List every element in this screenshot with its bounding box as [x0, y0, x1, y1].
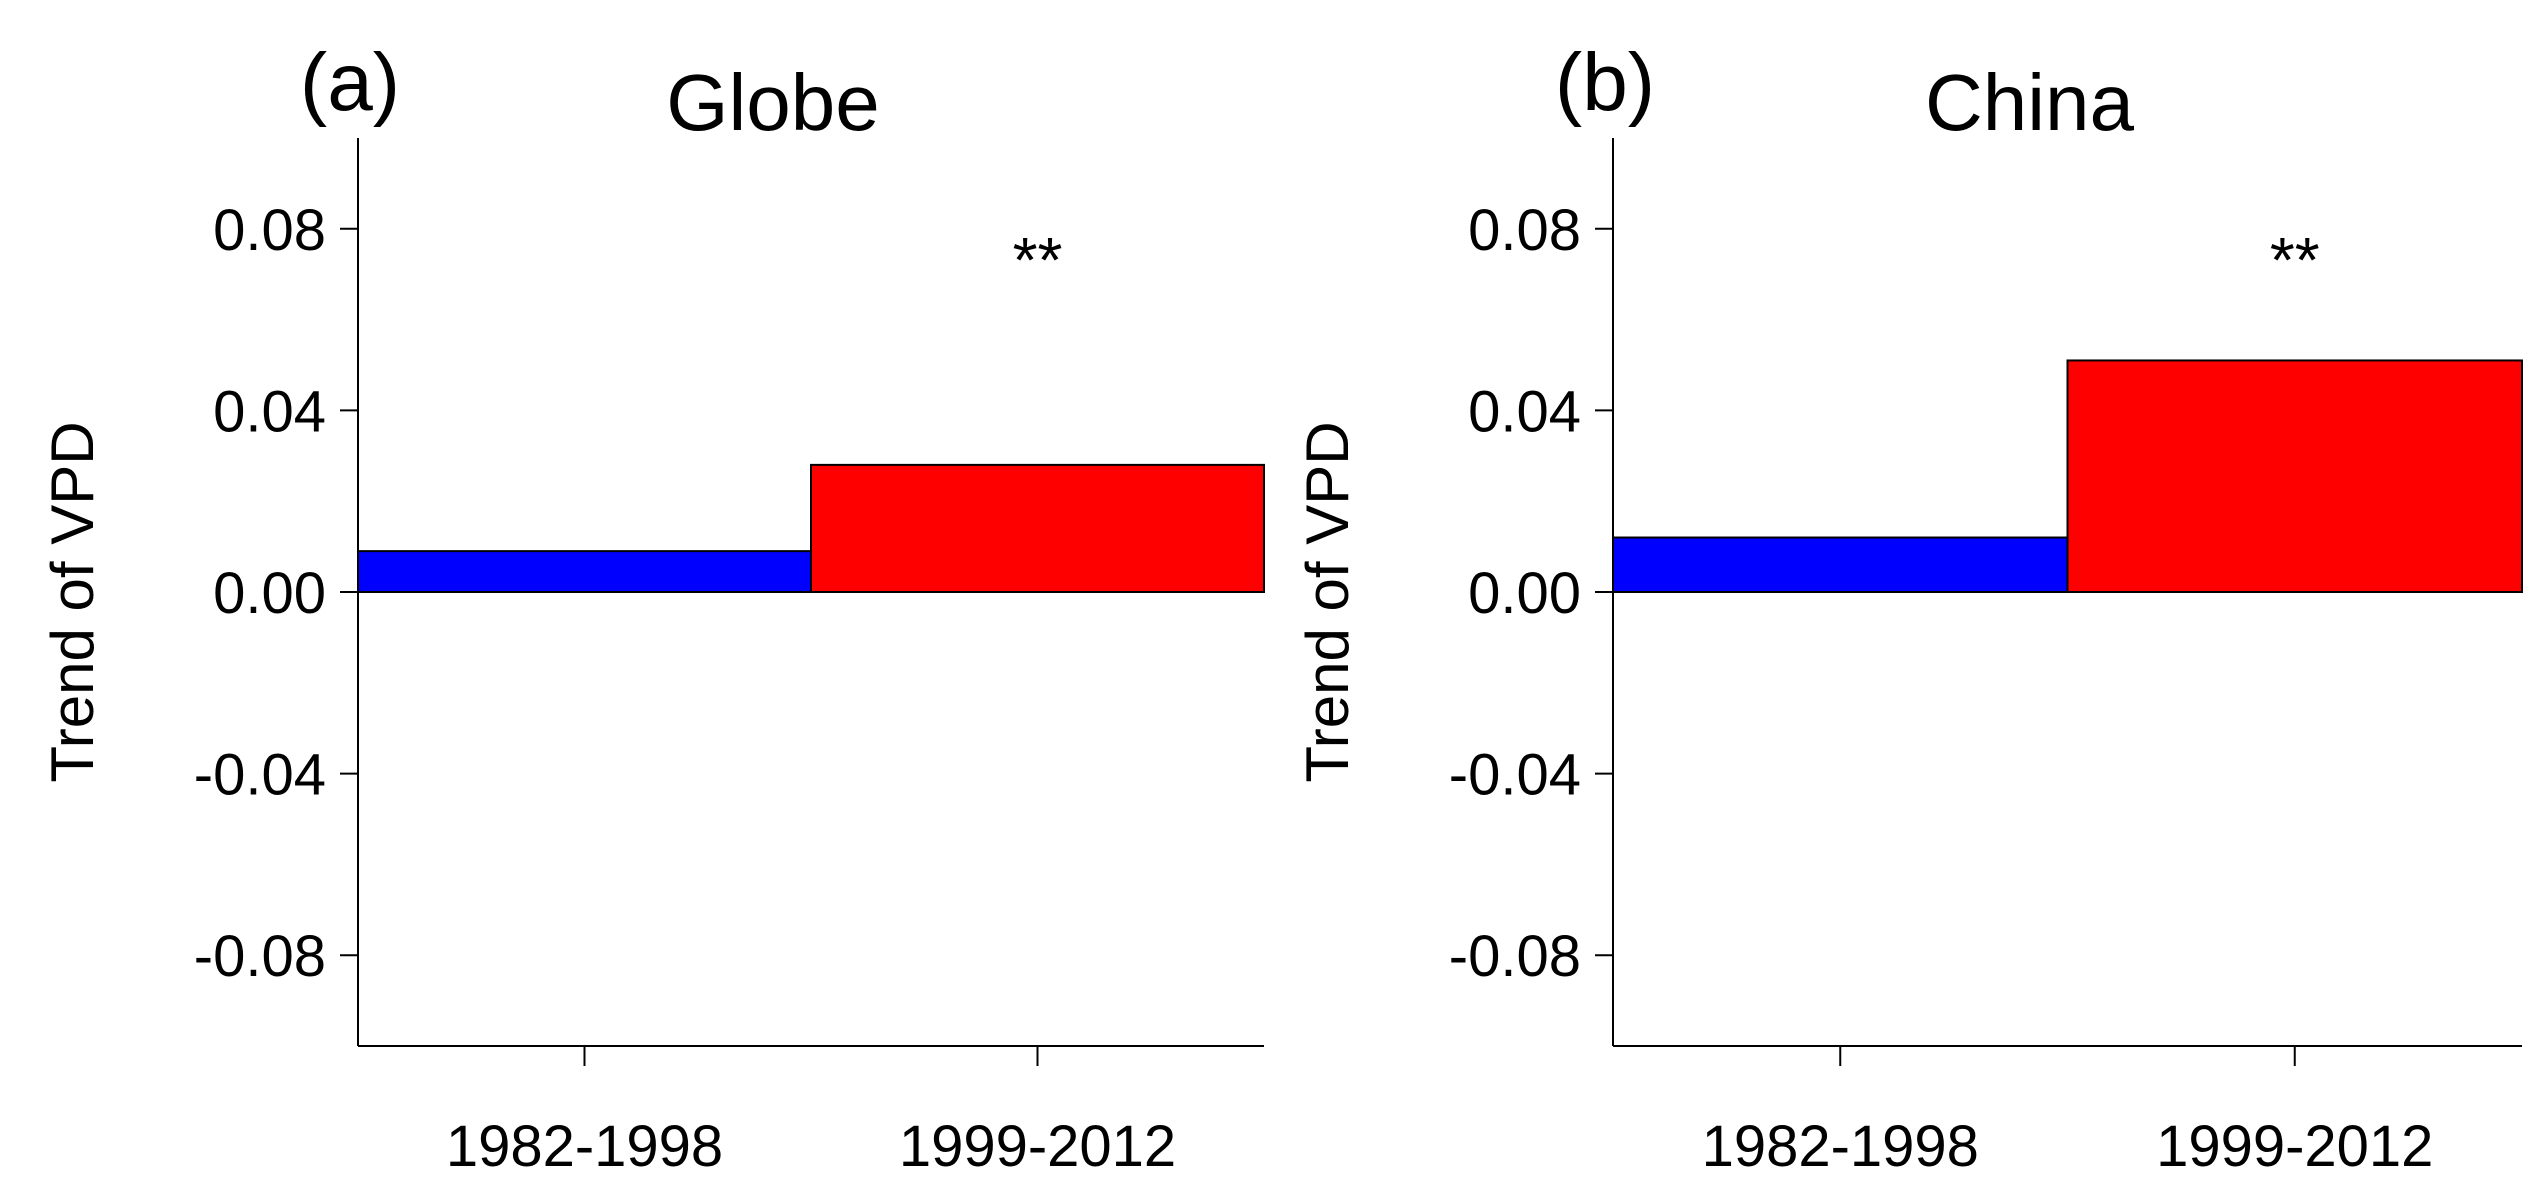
y-tick-label: 0.00	[213, 561, 326, 626]
significance-marker: **	[2270, 224, 2320, 296]
panel-label: (a)	[300, 37, 400, 128]
chart-title: China	[1925, 58, 2135, 147]
bar-1982-1998	[357, 550, 812, 594]
x-tick-label: 1982-1998	[446, 1114, 723, 1179]
significance-marker: **	[1013, 224, 1063, 296]
chart-panel-a: 0.08 0.04 0.00 -0.04 -0.08 1982-1998 1999-2012…	[39, 37, 1265, 1179]
y-tick-label: -0.04	[194, 743, 326, 808]
panel-label: (b)	[1555, 37, 1655, 128]
x-tick-label: 1999-2012	[899, 1114, 1176, 1179]
y-tick-label: -0.08	[194, 924, 326, 989]
x-tick-label: 1999-2012	[2156, 1114, 2433, 1179]
chart-title: Globe	[666, 58, 879, 147]
x-tick-label: 1982-1998	[1702, 1114, 1979, 1179]
y-axis-label: Trend of VPD	[1294, 421, 1361, 782]
y-tick-label: 0.00	[1468, 561, 1581, 626]
y-tick-label: 0.04	[1468, 379, 1581, 444]
y-axis-label: Trend of VPD	[39, 421, 106, 782]
bar-1982-1998	[1612, 536, 2069, 594]
bar-1999-2012	[810, 463, 1265, 594]
bar-1999-2012	[2066, 359, 2523, 593]
y-tick-label: -0.04	[1449, 743, 1581, 808]
chart-panel-b: 0.08 0.04 0.00 -0.04 -0.08 1982-1998 1999-2012…	[1294, 37, 2523, 1179]
y-tick-label: -0.08	[1449, 924, 1581, 989]
y-tick-label: 0.04	[213, 379, 326, 444]
y-tick-label: 0.08	[213, 198, 326, 263]
y-tick-label: 0.08	[1468, 198, 1581, 263]
